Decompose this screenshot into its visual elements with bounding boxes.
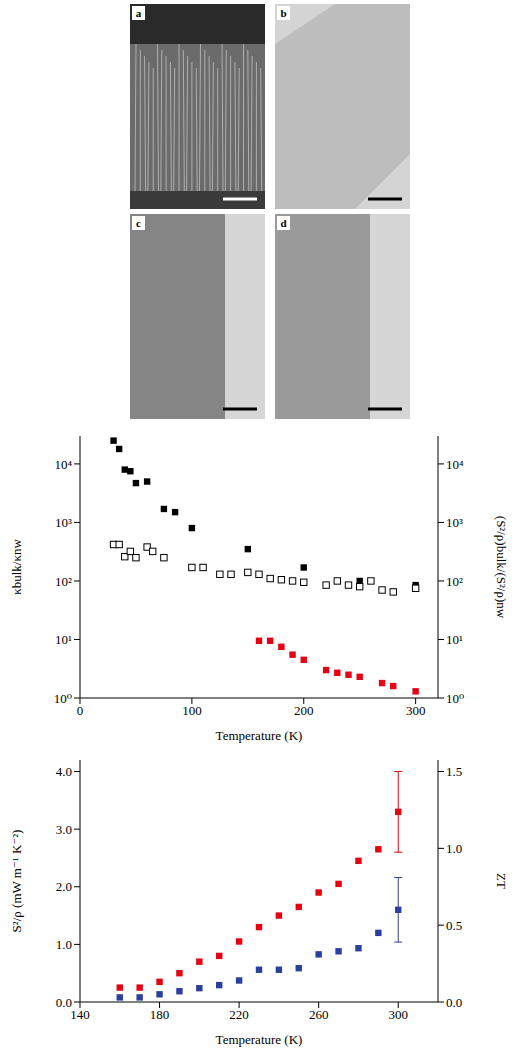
svg-text:0.5: 0.5 — [446, 918, 462, 933]
svg-text:10²: 10² — [55, 574, 72, 589]
svg-text:ZT: ZT — [494, 873, 509, 889]
svg-text:Temperature (K): Temperature (K) — [216, 728, 303, 743]
svg-text:b: b — [280, 7, 286, 19]
svg-text:S²/ρ (mW m⁻¹ K⁻²): S²/ρ (mW m⁻¹ K⁻²) — [9, 830, 24, 933]
svg-text:10²: 10² — [446, 574, 463, 589]
svg-text:(S²/ρ)bulk/(S²/ρ)nw: (S²/ρ)bulk/(S²/ρ)nw — [494, 516, 509, 619]
svg-text:300: 300 — [388, 1007, 408, 1022]
svg-text:0.0: 0.0 — [56, 995, 72, 1010]
svg-text:260: 260 — [309, 1007, 329, 1022]
svg-text:1.0: 1.0 — [446, 841, 462, 856]
svg-text:4.0: 4.0 — [56, 764, 72, 779]
svg-text:3.0: 3.0 — [56, 822, 72, 837]
svg-text:10⁴: 10⁴ — [54, 457, 72, 472]
svg-text:a: a — [136, 7, 142, 19]
svg-text:κbulk/κnw: κbulk/κnw — [9, 539, 24, 595]
svg-text:180: 180 — [150, 1007, 170, 1022]
svg-text:Temperature (K): Temperature (K) — [216, 1032, 303, 1047]
svg-text:10⁴: 10⁴ — [446, 457, 464, 472]
svg-text:10³: 10³ — [446, 515, 463, 530]
svg-text:1.0: 1.0 — [56, 937, 72, 952]
svg-text:c: c — [136, 217, 141, 229]
svg-text:10¹: 10¹ — [446, 632, 463, 647]
svg-text:300: 300 — [406, 703, 426, 718]
svg-text:2.0: 2.0 — [56, 879, 72, 894]
svg-text:100: 100 — [182, 703, 202, 718]
svg-text:10⁰: 10⁰ — [446, 691, 464, 706]
svg-text:200: 200 — [294, 703, 314, 718]
svg-text:1.5: 1.5 — [446, 764, 462, 779]
svg-text:0: 0 — [77, 703, 84, 718]
svg-text:140: 140 — [70, 1007, 90, 1022]
svg-text:10⁰: 10⁰ — [54, 691, 72, 706]
svg-text:220: 220 — [229, 1007, 249, 1022]
svg-text:0.0: 0.0 — [446, 995, 462, 1010]
svg-text:d: d — [280, 217, 286, 229]
svg-text:10¹: 10¹ — [55, 632, 72, 647]
svg-text:10³: 10³ — [55, 515, 72, 530]
